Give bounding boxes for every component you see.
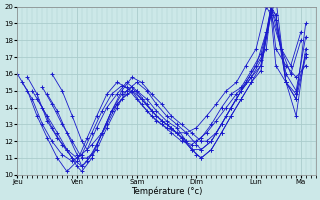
- X-axis label: Température (°c): Température (°c): [131, 186, 202, 196]
